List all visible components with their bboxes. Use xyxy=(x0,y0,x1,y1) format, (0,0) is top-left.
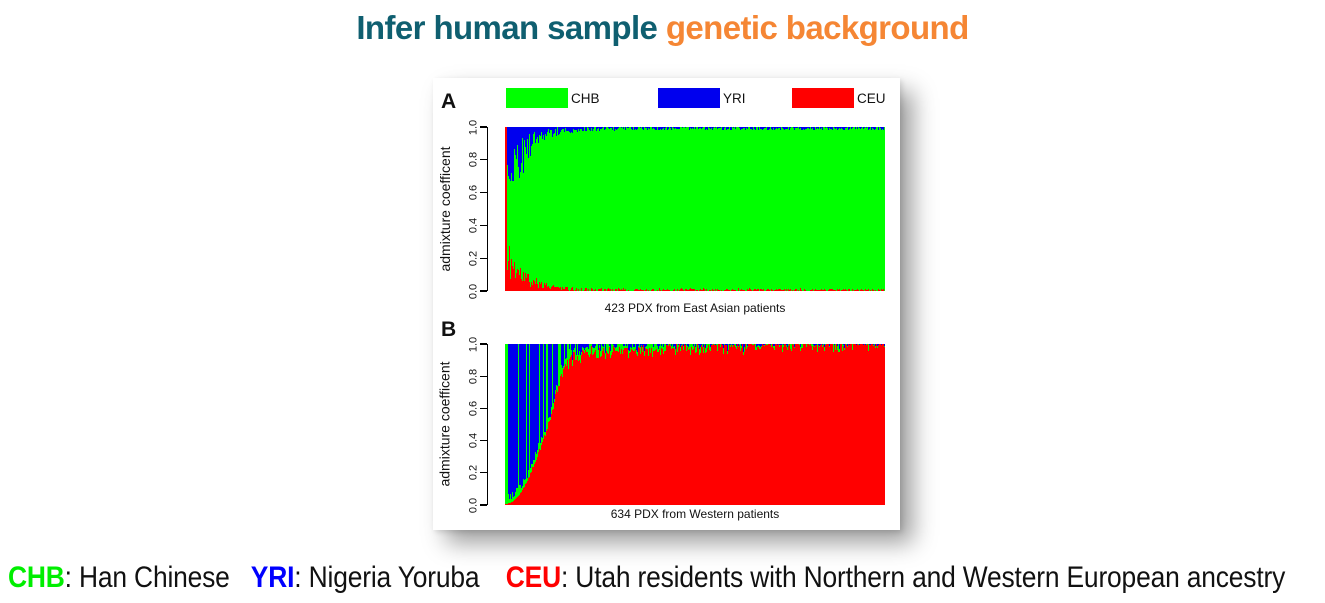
title-part-teal: Infer human sample xyxy=(356,9,666,46)
y-axis-tick xyxy=(480,504,487,506)
y-axis-tick xyxy=(480,439,487,442)
caption-segment: : Han Chinese xyxy=(64,561,230,594)
caption-segment: : Nigeria Yoruba xyxy=(294,561,480,594)
y-axis-tick xyxy=(480,407,487,410)
y-axis-tick-label: 0.2 xyxy=(467,250,480,266)
caption-segment: YRI xyxy=(250,561,295,594)
page-title: Infer human sample genetic background xyxy=(0,9,1325,47)
legend-label: YRI xyxy=(723,90,746,106)
y-axis-tick-label: 0.0 xyxy=(467,283,480,299)
y-axis-tick xyxy=(480,224,487,227)
y-axis-tick xyxy=(480,159,487,161)
y-axis-tick xyxy=(480,290,487,292)
caption-line: CHB: Han Chinese YRI: Nigeria Yoruba CEU: … xyxy=(8,561,1285,595)
panel-b-x-axis-label: 634 PDX from Western patients xyxy=(610,507,780,521)
legend-item-ceu: CEU xyxy=(792,88,886,108)
y-axis-tick xyxy=(480,343,487,345)
legend-label: CHB xyxy=(571,90,600,106)
panel-a-y-axis-title: admixture coefficent xyxy=(437,146,453,272)
legend-swatch-chb xyxy=(506,88,568,108)
panel-label-a: A xyxy=(441,90,457,113)
y-axis-tick xyxy=(480,375,487,377)
admixture-plot-b xyxy=(505,344,885,505)
y-axis-tick-label: 0.4 xyxy=(467,217,480,234)
y-axis-tick-label: 0.8 xyxy=(467,368,480,384)
panel-a-x-axis-label: 423 PDX from East Asian patients xyxy=(604,301,786,315)
y-axis-tick-label: 0.6 xyxy=(467,184,480,201)
y-axis-tick xyxy=(480,257,487,259)
y-axis-tick-label: 1.0 xyxy=(467,336,480,352)
y-axis-tick xyxy=(480,126,487,128)
figure-card: CHB YRI CEU A admixture coefficent 0.0 0.2 0… xyxy=(433,78,900,530)
legend-swatch-ceu xyxy=(792,88,854,108)
panel-b-y-axis-title: admixture coefficent xyxy=(436,361,453,487)
panel-label-b: B xyxy=(441,318,457,341)
caption-segment: CEU xyxy=(505,561,561,594)
y-axis-tick-label: 0.6 xyxy=(467,400,480,417)
panel-b-y-axis: admixture coefficent 0.0 0.2 0.4 0.6 0.8 1.0 xyxy=(433,336,505,513)
legend: CHB YRI CEU xyxy=(433,88,900,110)
y-axis-tick-label: 0.0 xyxy=(467,497,480,513)
caption-segment: CHB xyxy=(8,561,65,594)
y-axis-tick xyxy=(480,472,487,474)
legend-swatch-yri xyxy=(658,88,720,108)
y-axis-tick-label: 0.8 xyxy=(467,152,480,168)
y-axis-tick xyxy=(480,191,487,194)
panel-a-y-axis: admixture coefficent 0.0 0.2 0.4 0.6 0.8 1.0 xyxy=(433,119,505,299)
y-axis-line xyxy=(487,127,489,291)
caption-segment: : Utah residents with Northern and Weste… xyxy=(560,561,1286,594)
legend-item-yri: YRI xyxy=(658,88,746,108)
title-part-orange: genetic background xyxy=(665,9,969,46)
y-axis-tick-label: 0.2 xyxy=(467,465,480,481)
y-axis-line xyxy=(487,344,489,505)
legend-label: CEU xyxy=(857,90,886,106)
y-axis-tick-label: 0.4 xyxy=(467,432,480,449)
legend-item-chb: CHB xyxy=(506,88,600,108)
y-axis-tick-label: 1.0 xyxy=(467,119,480,135)
admixture-plot-a xyxy=(505,127,885,291)
